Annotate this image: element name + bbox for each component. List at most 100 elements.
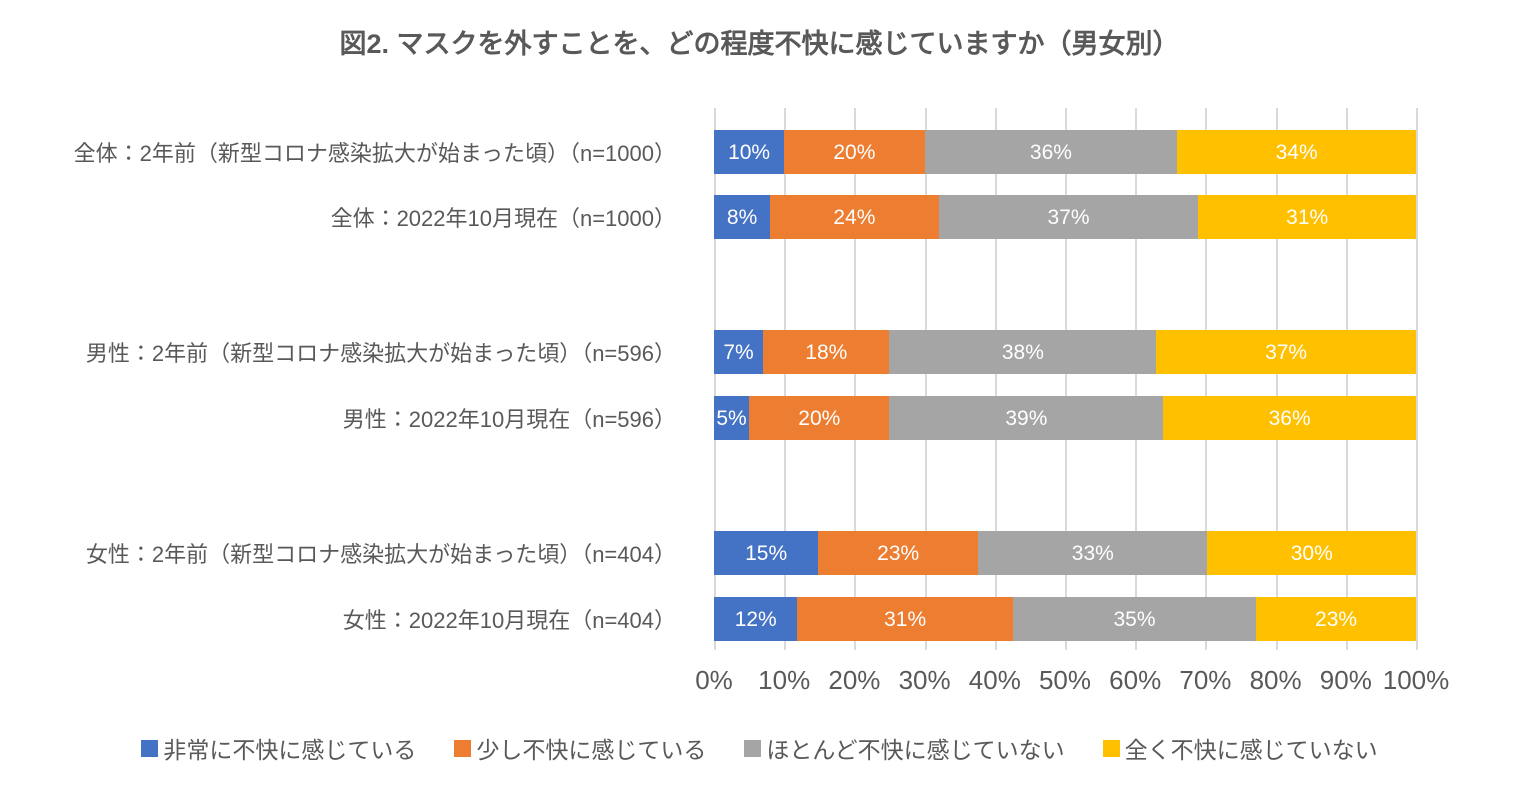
gridline (1275, 108, 1278, 650)
legend-item[interactable]: 少し不快に感じている (454, 731, 706, 765)
bar-segment-label: 12% (734, 607, 777, 631)
bar-segment-label: 31% (1286, 205, 1329, 229)
bar-segment[interactable]: 36% (1163, 396, 1416, 440)
bar-segment-label: 5% (716, 406, 747, 430)
gridline (924, 108, 927, 650)
chart-legend: 非常に不快に感じている 少し不快に感じている ほとんど不快に感じていない 全く不快に感… (0, 731, 1519, 765)
category-label: 女性：2年前（新型コロナ感染拡大が始まった頃）（n=404） (85, 542, 676, 567)
legend-item[interactable]: ほとんど不快に感じていない (744, 731, 1065, 765)
bar-segment[interactable]: 23% (818, 531, 979, 575)
bar-segment[interactable]: 37% (1156, 330, 1416, 374)
bar-segment-label: 39% (1005, 406, 1048, 430)
legend-swatch-icon (744, 739, 762, 757)
category-label: 男性：2022年10月現在（n=596） (342, 407, 676, 432)
category-label: 女性：2022年10月現在（n=404） (342, 608, 676, 633)
bar-segment-label: 30% (1290, 541, 1333, 565)
category-label: 全体：2022年10月現在（n=1000） (330, 206, 676, 231)
x-axis-tick: 50% (1038, 665, 1092, 695)
x-axis-tick: 20% (828, 665, 881, 695)
bar-row[interactable]: 10% 20% 36% 34% (714, 130, 1416, 174)
legend-item[interactable]: 非常に不快に感じている (141, 731, 416, 765)
legend-label: 全く不快に感じていない (1124, 737, 1378, 763)
x-axis-tick: 70% (1179, 665, 1232, 695)
x-axis-tick: 80% (1249, 665, 1302, 695)
x-axis-tick: 10% (758, 665, 811, 695)
bar-segment-label: 20% (833, 140, 876, 164)
bar-segment[interactable]: 23% (1256, 597, 1416, 641)
bar-segment[interactable]: 39% (889, 396, 1164, 440)
gridline (1205, 108, 1208, 650)
bar-segment[interactable]: 35% (1012, 597, 1257, 641)
legend-swatch-icon (454, 739, 472, 757)
bar-segment-label: 33% (1071, 541, 1114, 565)
legend-swatch-icon (1102, 739, 1120, 757)
bar-segment-label: 20% (798, 406, 841, 430)
gridline (714, 108, 716, 650)
gridline (1345, 108, 1348, 650)
bar-row[interactable]: 7% 18% 38% 37% (714, 330, 1416, 374)
bar-segment-label: 23% (877, 541, 920, 565)
gridline (1065, 108, 1067, 650)
bar-segment-label: 37% (1265, 340, 1308, 364)
gridlines (714, 108, 1418, 650)
x-axis-tick: 100% (1382, 665, 1450, 695)
bar-segment[interactable]: 34% (1177, 130, 1416, 174)
bar-row[interactable]: 8% 24% 37% 31% (714, 195, 1416, 239)
category-label: 男性：2年前（新型コロナ感染拡大が始まった頃）（n=596） (85, 341, 676, 366)
bar-segment[interactable]: 8% (714, 195, 771, 239)
gridline (784, 108, 787, 650)
bar-segment[interactable]: 20% (784, 130, 925, 174)
bar-segment[interactable]: 30% (1207, 531, 1416, 575)
bar-rows: 10% 20% 36% 34% 8% 24% 37% 31% 7% 18% 38% 37% 5% 20% 3… (714, 108, 1416, 650)
legend-label: 非常に不快に感じている (163, 737, 417, 763)
category-label: 全体：2年前（新型コロナ感染拡大が始まった頃）（n=1000） (73, 141, 676, 166)
bar-segment[interactable]: 5% (714, 396, 750, 440)
x-axis-tick: 30% (898, 665, 951, 695)
bar-segment-label: 31% (884, 607, 927, 631)
x-axis-tick: 0% (695, 665, 733, 695)
bar-segment-label: 34% (1275, 140, 1318, 164)
bar-segment-label: 36% (1268, 406, 1311, 430)
bar-segment-label: 36% (1029, 140, 1072, 164)
bar-segment[interactable]: 36% (924, 130, 1178, 174)
legend-item[interactable]: 全く不快に感じていない (1102, 731, 1378, 765)
bar-row[interactable]: 5% 20% 39% 36% (714, 396, 1416, 440)
legend-label: ほとんど不快に感じていない (766, 737, 1065, 763)
gridline (994, 108, 997, 650)
category-axis-labels: 全体：2年前（新型コロナ感染拡大が始まった頃）（n=1000） 全体：2022年1… (0, 108, 690, 650)
bar-segment[interactable]: 38% (889, 330, 1157, 374)
plot-area: 10% 20% 36% 34% 8% 24% 37% 31% 7% 18% 38% 37% 5% 20% 3… (714, 108, 1418, 650)
bar-segment[interactable]: 7% (714, 330, 764, 374)
bar-segment-label: 23% (1315, 607, 1358, 631)
bar-segment-label: 8% (726, 205, 758, 229)
bar-segment[interactable]: 37% (938, 195, 1199, 239)
bar-segment[interactable]: 31% (797, 597, 1013, 641)
gridline (854, 108, 857, 650)
bar-segment[interactable]: 20% (749, 396, 890, 440)
gridline (1135, 108, 1138, 650)
bar-segment-label: 7% (723, 340, 754, 364)
bar-segment-label: 15% (745, 541, 788, 565)
page-title: 図2. マスクを外すことを、どの程度不快に感じていますか（男女別） (339, 29, 1180, 59)
bar-segment-label: 35% (1113, 607, 1156, 631)
gridline (1416, 108, 1418, 650)
bar-segment[interactable]: 15% (714, 531, 819, 575)
x-axis-tick: 90% (1319, 665, 1372, 695)
bar-segment[interactable]: 24% (770, 195, 939, 239)
x-axis-tick: 40% (968, 665, 1021, 695)
bar-segment[interactable]: 31% (1198, 195, 1416, 239)
bar-segment[interactable]: 12% (714, 597, 798, 641)
bar-row[interactable]: 15% 23% 33% 30% (714, 531, 1416, 575)
legend-label: 少し不快に感じている (476, 737, 707, 763)
bar-segment-label: 18% (805, 340, 848, 364)
bar-segment[interactable]: 33% (978, 531, 1208, 575)
legend-swatch-icon (141, 739, 159, 757)
x-axis-tick-labels: 0% 10% 20% 30% 40% 50% 60% 70% 80% 90% 100% (695, 665, 1449, 701)
x-axis-tick: 60% (1109, 665, 1162, 695)
bar-segment[interactable]: 18% (763, 330, 890, 374)
bar-segment-label: 37% (1047, 205, 1090, 229)
bar-segment-label: 10% (728, 140, 771, 164)
bar-row[interactable]: 12% 31% 35% 23% (714, 597, 1416, 641)
bar-segment[interactable]: 10% (714, 130, 785, 174)
